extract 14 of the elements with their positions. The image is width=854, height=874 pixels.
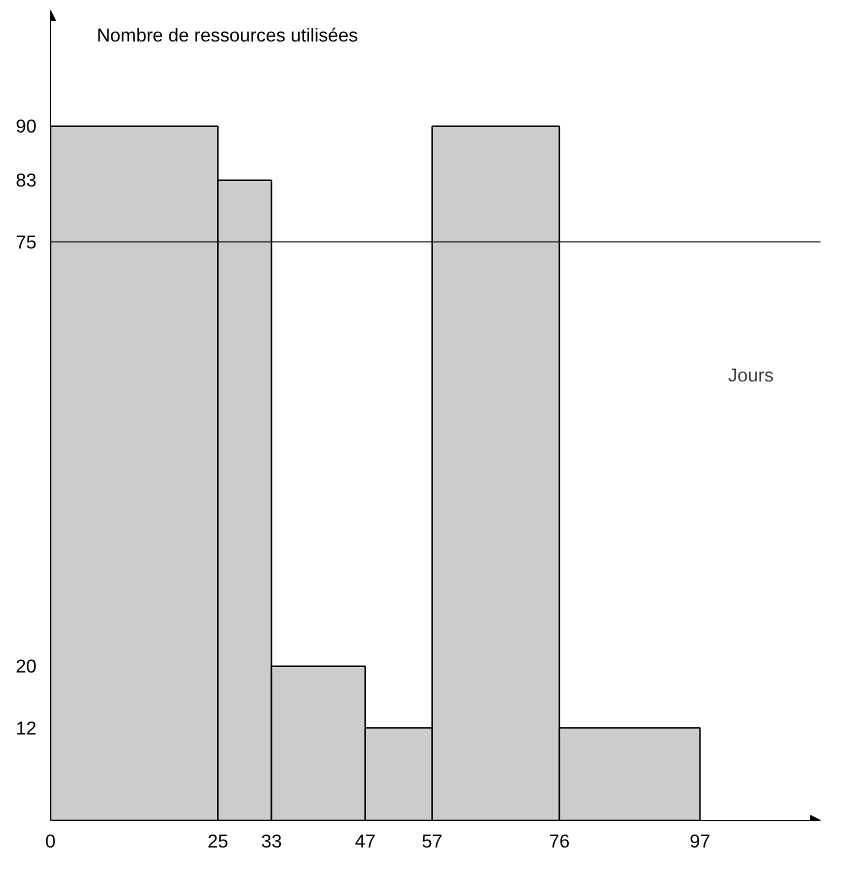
y-axis-title: Nombre de ressources utilisées — [96, 24, 358, 46]
x-tick-label: 97 — [690, 830, 710, 852]
y-tick-label: 90 — [16, 116, 37, 137]
x-axis-title: Jours — [728, 364, 774, 386]
x-tick-label: 25 — [208, 830, 228, 852]
y-tick-label: 83 — [16, 170, 37, 191]
x-tick-label: 33 — [261, 830, 282, 852]
y-tick-label: 20 — [16, 656, 37, 677]
x-tick-label: 76 — [548, 830, 570, 852]
x-tick-label: 0 — [45, 830, 56, 852]
y-tick-label: 75 — [16, 231, 37, 252]
x-tick-label: 47 — [354, 830, 376, 852]
x-tick-label: 57 — [422, 830, 443, 852]
y-tick-label: 12 — [16, 717, 37, 738]
